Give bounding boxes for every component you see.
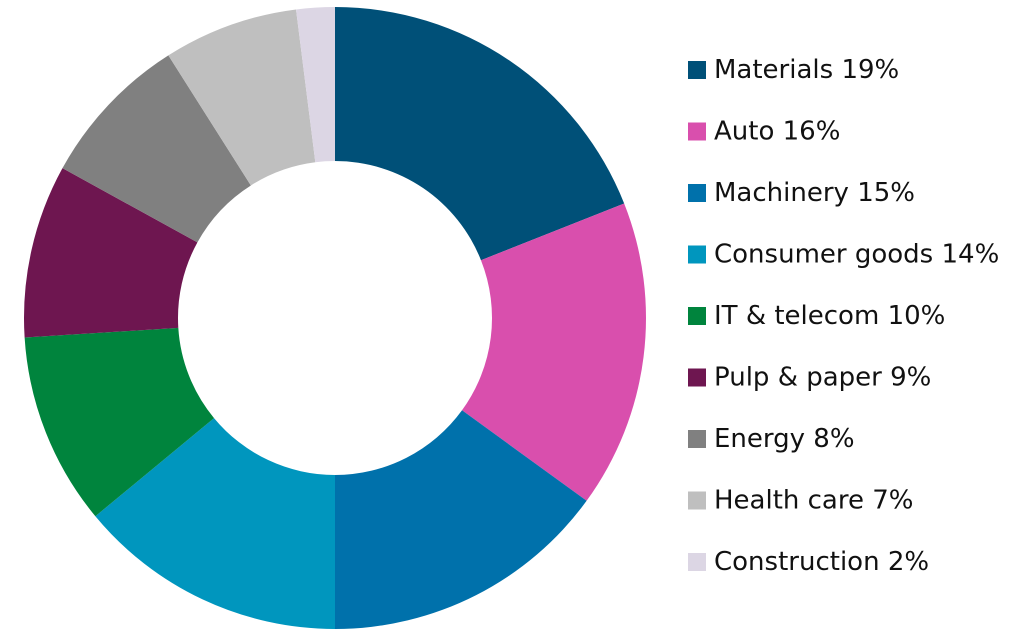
legend-name: Materials: [714, 55, 833, 85]
legend-swatch: [688, 553, 706, 571]
legend-name: Auto: [714, 116, 774, 146]
legend-swatch: [688, 368, 706, 387]
legend-swatch: [688, 430, 706, 448]
legend-value: 19%: [841, 55, 899, 85]
slice: [462, 203, 646, 501]
legend-swatch: [688, 122, 706, 141]
legend-name: Energy: [714, 424, 805, 454]
legend-name: Machinery: [714, 178, 849, 208]
legend-label: Auto 16%: [714, 116, 840, 146]
legend-value: 9%: [890, 362, 931, 392]
slice: [335, 7, 625, 261]
legend-swatch: [688, 307, 706, 325]
slice: [24, 327, 215, 517]
legend-label: Energy 8%: [714, 424, 855, 454]
legend-value: 10%: [888, 301, 946, 331]
slice: [95, 418, 335, 629]
legend-label: Health care 7%: [714, 485, 914, 515]
legend-value: 8%: [813, 424, 854, 454]
legend-value: 2%: [888, 547, 929, 577]
legend-name: IT & telecom: [714, 301, 879, 331]
legend-swatch: [688, 61, 706, 79]
legend-name: Pulp & paper: [714, 362, 882, 392]
legend-value: 16%: [783, 116, 841, 146]
legend-swatch: [688, 491, 706, 510]
legend-name: Consumer goods: [714, 239, 933, 269]
legend-label: Construction 2%: [714, 547, 929, 577]
legend-value: 14%: [941, 239, 999, 269]
slice: [296, 7, 335, 163]
slice: [24, 168, 198, 338]
legend-value: 15%: [857, 178, 915, 208]
slice: [335, 410, 587, 629]
legend-label: Consumer goods 14%: [714, 239, 999, 269]
legend-label: Machinery 15%: [714, 178, 915, 208]
slice: [168, 9, 316, 186]
legend-name: Construction: [714, 547, 880, 577]
legend-swatch: [688, 184, 706, 202]
legend-label: Materials 19%: [714, 55, 899, 85]
legend-label: IT & telecom 10%: [714, 301, 945, 331]
legend-swatch: [688, 245, 706, 264]
legend-value: 7%: [872, 485, 913, 515]
legend-name: Health care: [714, 485, 864, 515]
legend-label: Pulp & paper 9%: [714, 362, 931, 392]
slice: [62, 55, 251, 243]
